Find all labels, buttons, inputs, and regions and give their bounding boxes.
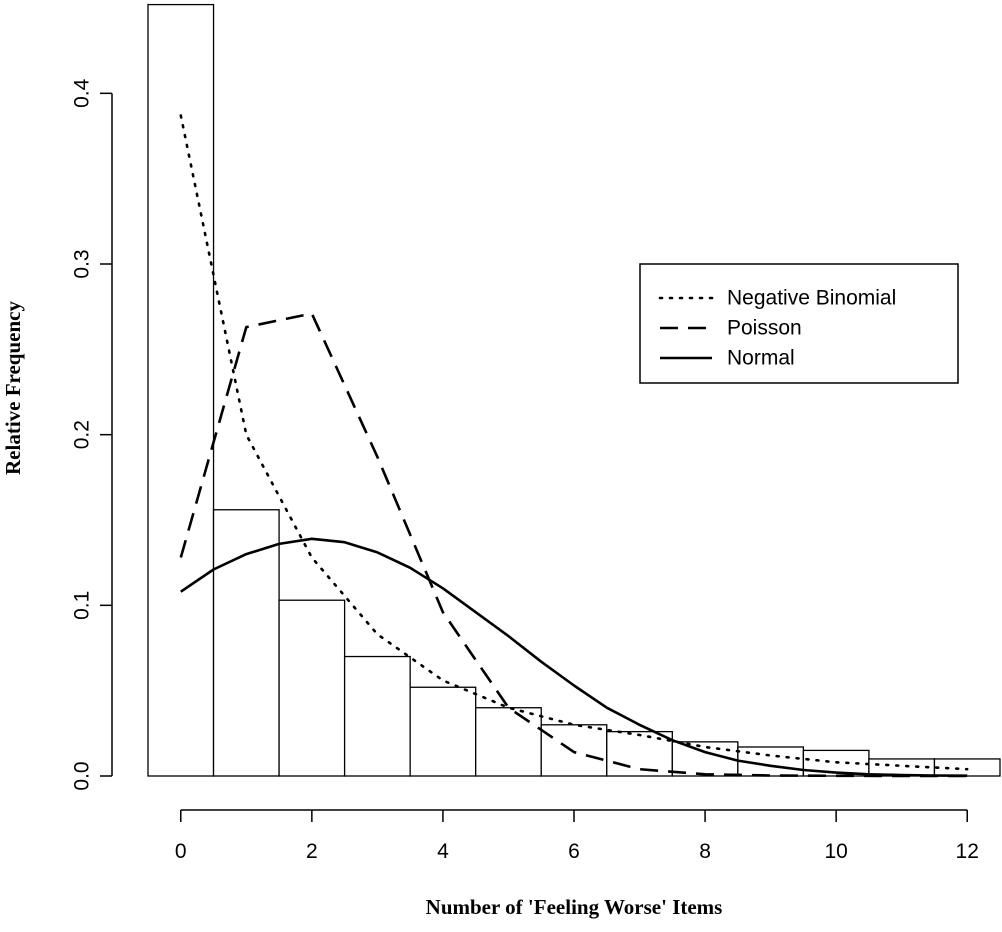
x-tick-label: 10 — [824, 840, 847, 863]
y-axis: 0.0 0.1 0.2 0.3 0.4 — [71, 78, 113, 791]
y-tick-label: 0.4 — [71, 78, 94, 108]
legend-label: Normal — [727, 347, 795, 370]
legend: Negative Binomial Poisson Normal — [639, 263, 959, 384]
histogram-bar — [606, 730, 673, 777]
y-tick-label: 0.0 — [71, 761, 94, 790]
histogram-bar — [278, 599, 346, 777]
histogram-bar — [147, 3, 215, 777]
histogram-bar — [212, 509, 280, 777]
legend-label: Poisson — [727, 317, 802, 340]
histogram-bars — [147, 3, 1001, 777]
x-tick-label: 2 — [306, 840, 318, 863]
histogram-bar — [933, 758, 1001, 777]
histogram-bar — [409, 686, 477, 777]
x-tick-label: 4 — [437, 840, 449, 863]
x-tick-label: 6 — [568, 840, 580, 863]
x-axis: 0 2 4 6 8 10 12 — [175, 809, 979, 863]
series-line-poisson — [179, 312, 968, 778]
x-tick-label: 8 — [699, 840, 711, 863]
x-axis-title: Number of 'Feeling Worse' Items — [426, 895, 723, 919]
histogram-bar — [343, 655, 411, 777]
y-tick-label: 0.3 — [71, 249, 94, 278]
y-axis-title: Relative Frequency — [1, 301, 25, 475]
x-tick-label: 0 — [175, 840, 187, 863]
fitted-curves — [179, 114, 969, 778]
x-tick-label: 12 — [956, 840, 979, 863]
y-tick-label: 0.2 — [71, 420, 94, 449]
legend-label: Negative Binomial — [727, 287, 896, 310]
y-tick-label: 0.1 — [71, 591, 94, 620]
histogram-bar — [540, 724, 608, 777]
legend-box — [639, 263, 959, 384]
histogram-bar — [475, 707, 542, 777]
series-line-negative-binomial — [179, 114, 969, 771]
series-line-normal — [180, 537, 968, 777]
